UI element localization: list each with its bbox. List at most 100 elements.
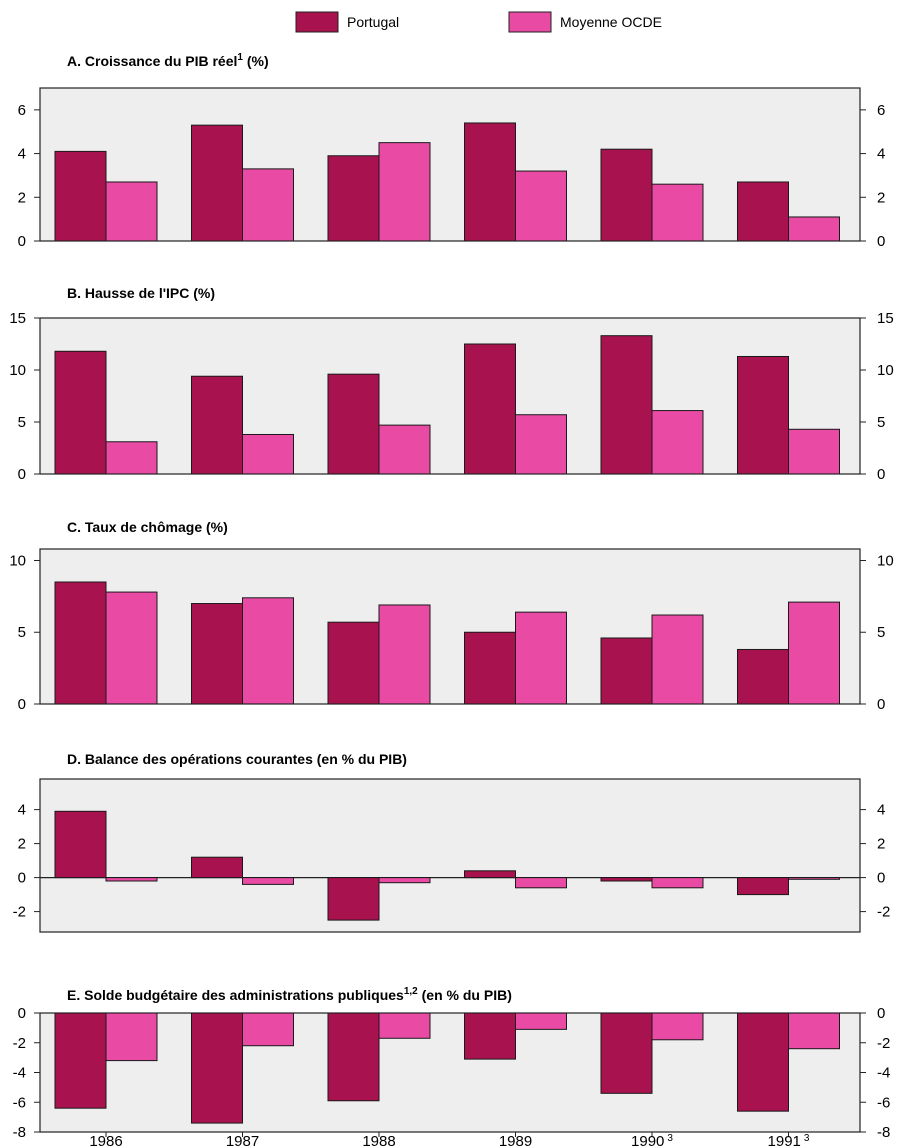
panel-a-gdp-growth: 0 0 2 2 4 4 6 6 xyxy=(18,87,885,250)
bar-portugal-1987 xyxy=(191,375,243,475)
y-tick-label-right: 0 xyxy=(877,870,885,887)
panel-e-title: E. Solde budgétaire des administrations … xyxy=(67,986,512,1003)
bar-portugal-1991 xyxy=(737,181,789,242)
bar-portugal-1989 xyxy=(464,1012,516,1060)
plot-area xyxy=(40,88,860,241)
bar-portugal-1991 xyxy=(737,648,789,705)
y-tick-label-right: 4 xyxy=(877,802,885,819)
plot-area xyxy=(40,318,860,474)
panel-a-title: A. Croissance du PIB réel1 (%) xyxy=(67,52,269,69)
plot-area xyxy=(40,1013,860,1132)
y-tick-label-right: -2 xyxy=(877,904,890,921)
y-tick-label-right: -8 xyxy=(877,1124,890,1141)
bar-ocde-1987 xyxy=(242,433,294,475)
panel-b-cpi: 0 0 5 5 10 10 15 15 xyxy=(9,310,893,483)
x-tick-label-1987: 1987 xyxy=(226,1133,259,1147)
bar-ocde-1987 xyxy=(242,597,294,705)
y-tick-label-left: 0 xyxy=(18,233,26,250)
y-tick-label-right: 0 xyxy=(877,696,885,713)
y-tick-label-left: -2 xyxy=(13,1035,26,1052)
y-tick-label-right: 10 xyxy=(877,552,894,569)
y-tick-label-right: -4 xyxy=(877,1065,890,1082)
bar-ocde-1986 xyxy=(105,441,158,475)
legend-swatch-moyenne-ocde xyxy=(508,11,552,33)
bar-portugal-1989 xyxy=(464,343,516,475)
bar-portugal-1988 xyxy=(327,373,380,475)
x-tick-label-1991: 1991 3 xyxy=(768,1133,810,1147)
bar-portugal-1989 xyxy=(464,870,516,879)
bar-portugal-1990 xyxy=(600,1012,653,1094)
y-tick-label-right: -2 xyxy=(877,1035,890,1052)
plot-frame xyxy=(39,87,861,242)
bar-ocde-1989 xyxy=(515,877,567,889)
y-tick-label-left: -6 xyxy=(13,1094,26,1111)
bar-ocde-1989 xyxy=(515,170,567,242)
bar-ocde-1988 xyxy=(378,424,431,475)
y-tick-label-left: 10 xyxy=(9,362,26,379)
bar-portugal-1990 xyxy=(600,335,653,475)
bar-portugal-1991 xyxy=(737,1012,789,1112)
plot-frame xyxy=(39,778,861,933)
legend-label-moyenne-ocde: Moyenne OCDE xyxy=(560,14,662,30)
bar-portugal-1986 xyxy=(54,150,107,242)
y-tick-label-right: 5 xyxy=(877,414,885,431)
plot-area xyxy=(40,549,860,704)
bar-ocde-1990 xyxy=(651,614,704,705)
bar-ocde-1991 xyxy=(788,216,840,242)
x-axis-labels: 1986 1987 1988 1989 1990 3 1991 3 xyxy=(89,1132,810,1147)
bar-ocde-1987 xyxy=(242,877,294,885)
y-tick-label-left: 0 xyxy=(18,466,26,483)
bar-ocde-1990 xyxy=(651,1012,704,1041)
panel-c-title: C. Taux de chômage (%) xyxy=(67,519,228,535)
legend-swatch-portugal xyxy=(295,11,339,33)
y-tick-label-right: 5 xyxy=(877,624,885,641)
bar-portugal-1986 xyxy=(54,350,107,475)
bar-portugal-1988 xyxy=(327,621,380,705)
x-tick-label-1990: 1990 3 xyxy=(631,1133,673,1147)
y-tick-label-left: 0 xyxy=(18,696,26,713)
legend: Portugal Moyenne OCDE xyxy=(295,11,662,33)
y-tick-label-left: -8 xyxy=(13,1124,26,1141)
x-tick-label-1986: 1986 xyxy=(89,1133,122,1147)
panel-d-title: D. Balance des opérations courantes (en … xyxy=(67,751,407,767)
y-tick-label-left: 4 xyxy=(18,146,26,163)
legend-label-portugal: Portugal xyxy=(347,14,399,30)
y-tick-label-right: 4 xyxy=(877,146,885,163)
panel-e-budget-balance: -8 -8 -6 -6 -4 -4 -2 -2 0 0 xyxy=(13,1005,891,1141)
y-tick-label-right: 0 xyxy=(877,466,885,483)
bar-ocde-1989 xyxy=(515,414,567,475)
y-tick-label-left: -4 xyxy=(13,1065,26,1082)
bar-portugal-1988 xyxy=(327,155,380,242)
y-tick-label-left: 10 xyxy=(9,552,26,569)
bar-ocde-1988 xyxy=(378,1012,431,1039)
panel-b-title: B. Hausse de l'IPC (%) xyxy=(67,285,215,301)
bar-ocde-1989 xyxy=(515,611,567,705)
plot-frame xyxy=(39,317,861,475)
bar-ocde-1987 xyxy=(242,168,294,242)
y-tick-label-right: -6 xyxy=(877,1094,890,1111)
plot-area xyxy=(40,779,860,932)
y-tick-label-left: 6 xyxy=(18,102,26,119)
bar-ocde-1986 xyxy=(105,877,158,882)
bar-ocde-1990 xyxy=(651,410,704,475)
bar-portugal-1986 xyxy=(54,581,107,705)
bar-ocde-1989 xyxy=(515,1012,567,1030)
bar-portugal-1988 xyxy=(327,1012,380,1102)
bar-portugal-1987 xyxy=(191,603,243,705)
y-tick-label-right: 2 xyxy=(877,836,885,853)
y-tick-label-left: 4 xyxy=(18,802,26,819)
bar-portugal-1987 xyxy=(191,1012,243,1124)
bar-ocde-1991 xyxy=(788,877,840,880)
bar-portugal-1986 xyxy=(54,810,107,879)
y-tick-label-left: 2 xyxy=(18,836,26,853)
bar-portugal-1989 xyxy=(464,631,516,705)
y-tick-label-right: 2 xyxy=(877,189,885,206)
y-tick-label-right: 10 xyxy=(877,362,894,379)
y-tick-label-left: 0 xyxy=(18,1005,26,1022)
bar-ocde-1990 xyxy=(651,183,704,242)
bar-portugal-1989 xyxy=(464,122,516,242)
y-tick-label-left: 15 xyxy=(9,310,26,327)
bar-ocde-1986 xyxy=(105,181,158,242)
y-tick-label-right: 0 xyxy=(877,1005,885,1022)
